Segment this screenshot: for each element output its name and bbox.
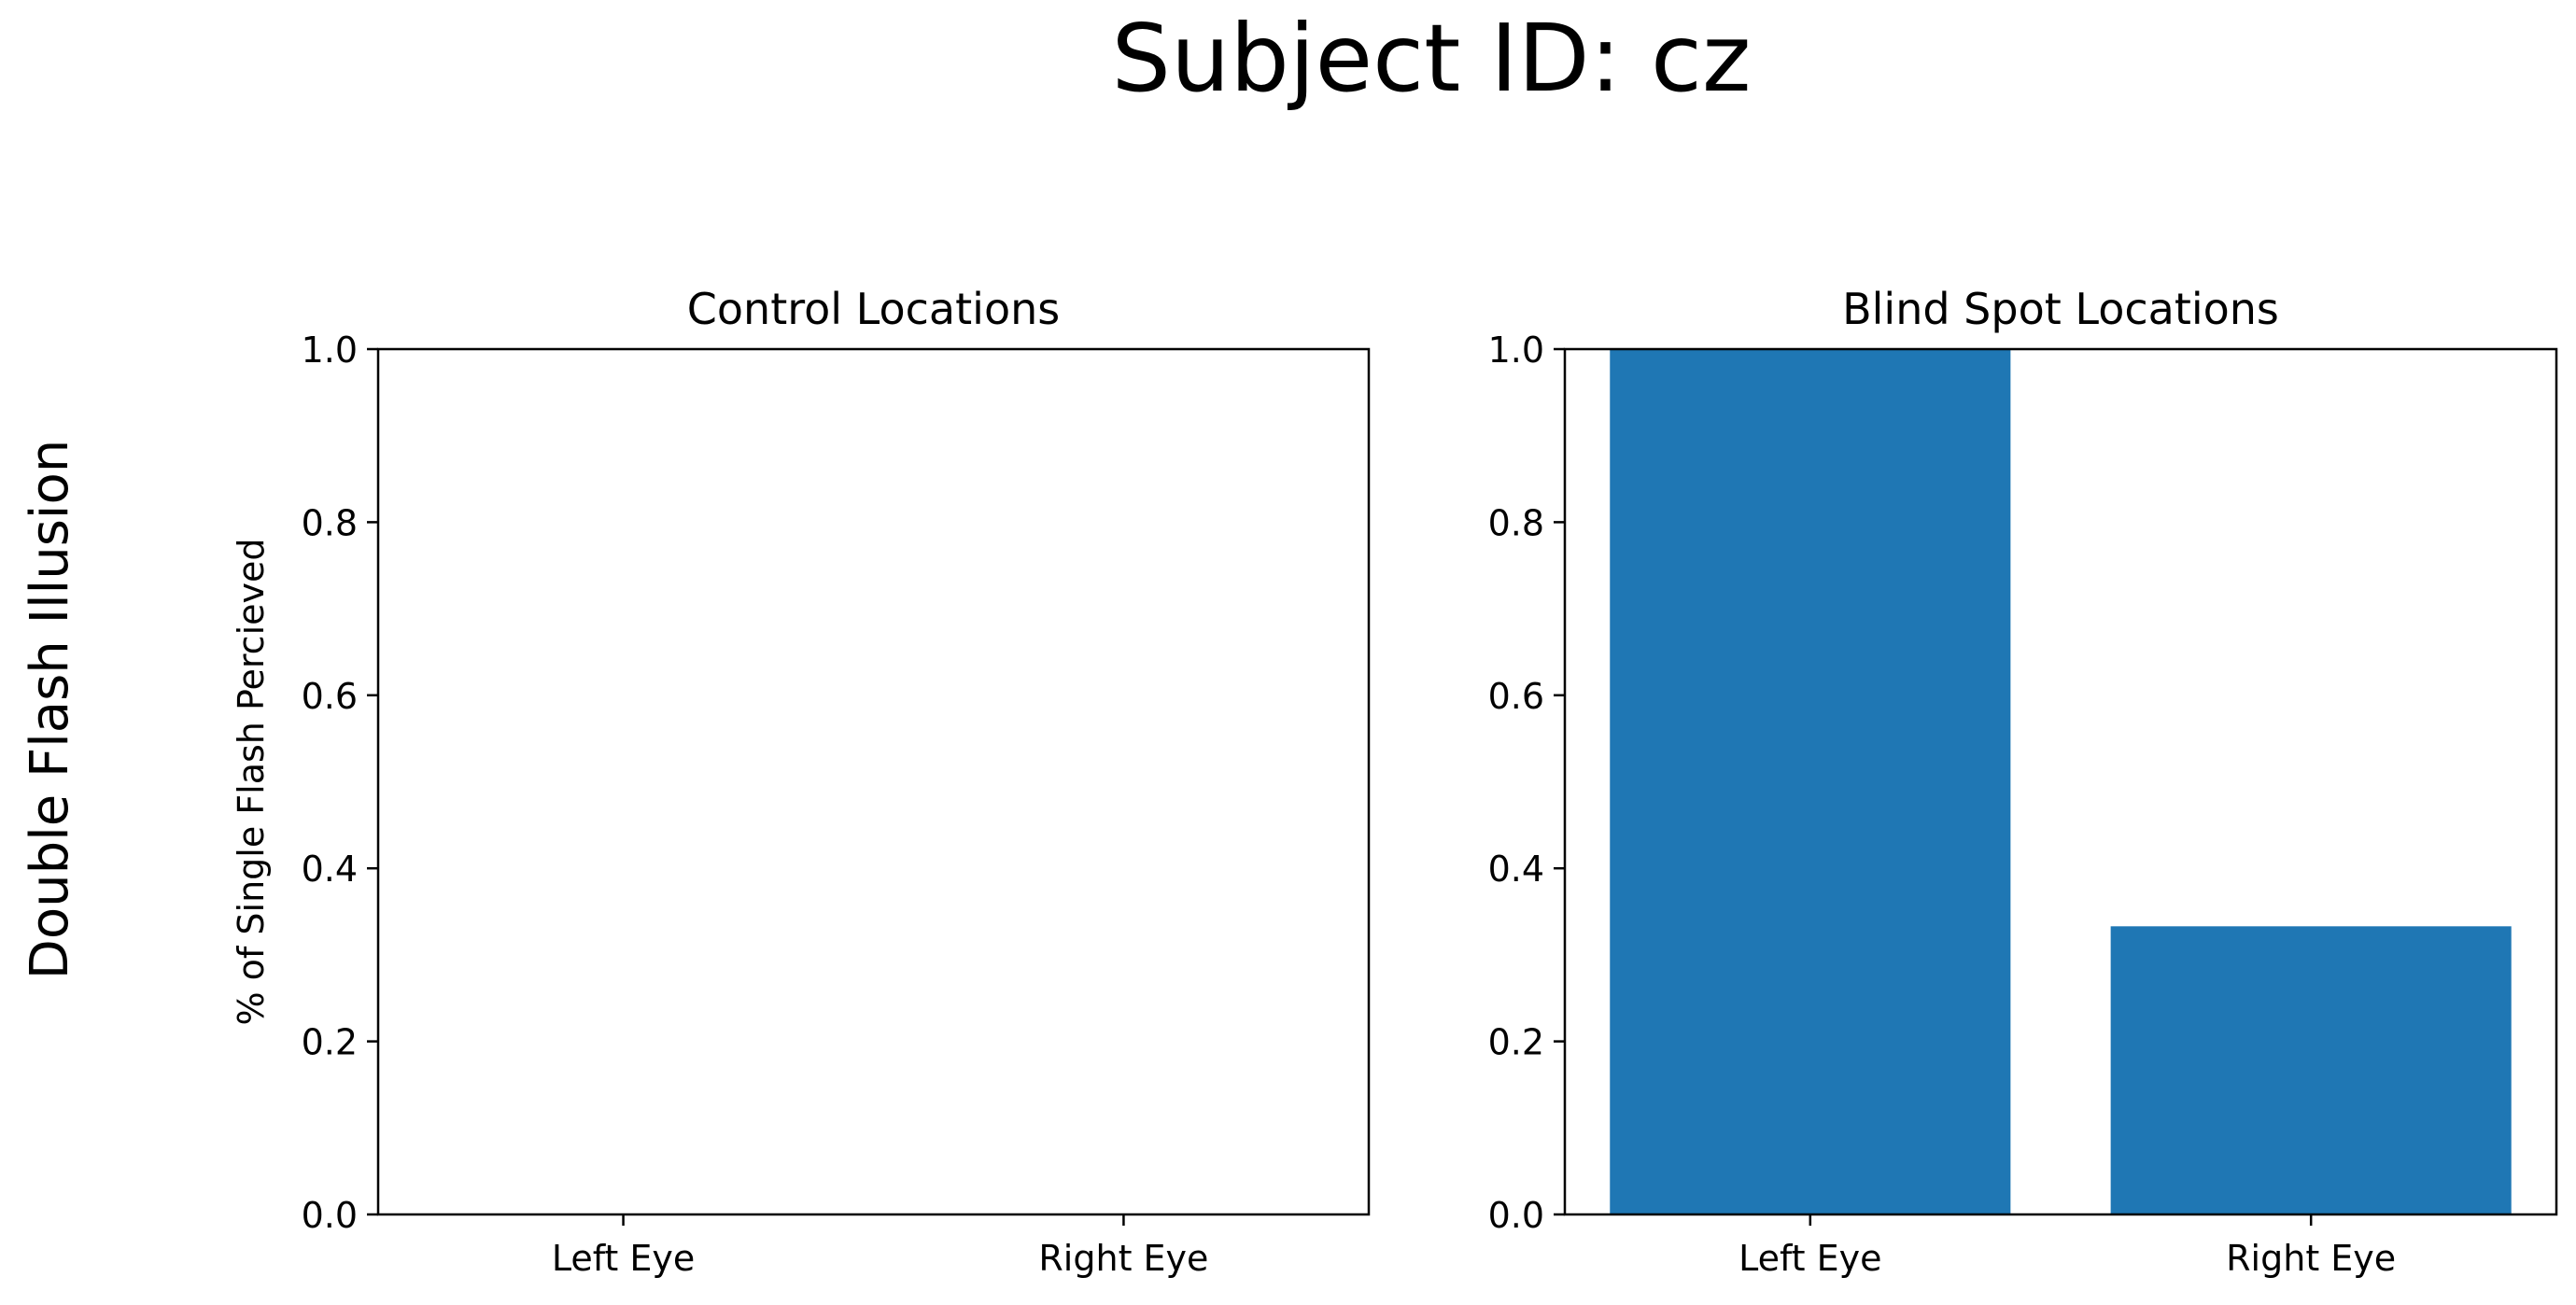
y-tick-label: 0.8 bbox=[302, 502, 358, 543]
axes-frame bbox=[376, 347, 1371, 1216]
y-tick-label: 1.0 bbox=[302, 330, 358, 371]
y-axis-label: % of Single Flash Percieved bbox=[231, 539, 272, 1026]
axes-frame bbox=[1563, 347, 2558, 1216]
bar-right-eye bbox=[2110, 926, 2512, 1214]
x-tick-label: Right Eye bbox=[1038, 1238, 1208, 1279]
x-tick-label: Right Eye bbox=[2226, 1238, 2396, 1279]
figure-suptitle: Subject ID: cz bbox=[1111, 4, 1751, 113]
y-tick-label: 0.2 bbox=[1488, 1022, 1544, 1063]
axes-title: Control Locations bbox=[687, 284, 1060, 334]
y-tick-label: 0.2 bbox=[302, 1022, 358, 1063]
bar-left-eye bbox=[1610, 349, 2011, 1214]
blind-spot-locations-panel: 0.0 0.2 0.4 0.6 0.8 1.0 Left Eye Right Eye Blind… bbox=[1488, 284, 2558, 1279]
row-label: Double Flash Illusion bbox=[20, 440, 80, 979]
axes-title: Blind Spot Locations bbox=[1842, 284, 2279, 334]
control-locations-panel: 0.0 0.2 0.4 0.6 0.8 1.0 Left Eye Right Eye Contr… bbox=[231, 284, 1371, 1279]
y-tick-label: 0.6 bbox=[302, 676, 358, 717]
y-tick-label: 0.4 bbox=[1488, 849, 1544, 890]
x-tick-label: Left Eye bbox=[552, 1238, 695, 1279]
y-tick-label: 0.8 bbox=[1488, 502, 1544, 543]
y-tick-label: 0.4 bbox=[302, 849, 358, 890]
y-tick-label: 0.0 bbox=[1488, 1195, 1544, 1236]
y-tick-label: 0.6 bbox=[1488, 676, 1544, 717]
y-tick-label: 1.0 bbox=[1488, 330, 1544, 371]
x-tick-label: Left Eye bbox=[1738, 1238, 1881, 1279]
y-tick-label: 0.0 bbox=[302, 1195, 358, 1236]
